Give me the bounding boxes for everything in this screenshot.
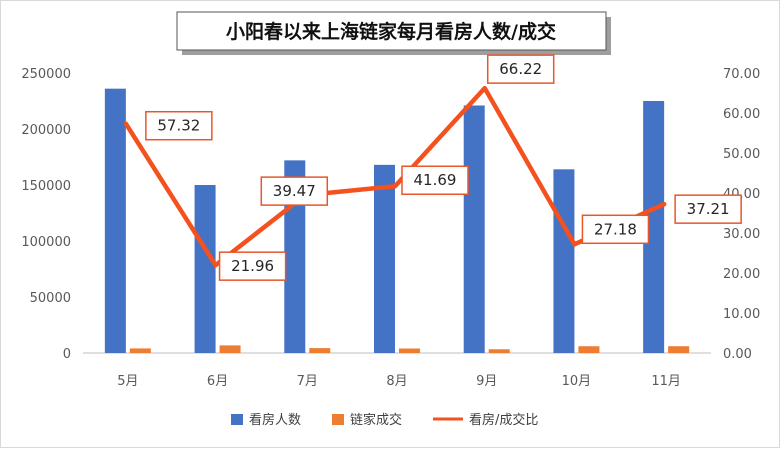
y-left-tick-label: 0	[63, 347, 71, 362]
chart-title-box	[176, 11, 607, 51]
legend-label: 链家成交	[350, 412, 402, 428]
data-label: 57.32	[157, 117, 200, 135]
bar-deals	[399, 348, 420, 353]
bar-deals	[578, 346, 600, 353]
bar-deals	[488, 349, 510, 353]
bar-deals	[309, 348, 331, 353]
data-label-box	[581, 214, 650, 245]
x-tick-label: 11月	[651, 374, 681, 389]
data-label: 41.69	[414, 171, 457, 189]
y-right-tick-label: 20.00	[723, 267, 760, 282]
y-axis-left: 0 50000 100000 150000 200000 250000	[21, 67, 71, 362]
line-data-labels: 57.32 21.96 39.47 41.69 66.22 27.18 37.21	[145, 54, 742, 281]
chart-title-group: 小阳春以来上海链家每月看房人数/成交	[176, 11, 611, 55]
y-left-tick-label: 200000	[21, 123, 71, 138]
data-label-box	[486, 54, 555, 84]
data-label: 21.96	[231, 257, 274, 275]
ratio-line	[123, 85, 667, 268]
bar-viewings	[553, 169, 575, 353]
data-label: 66.22	[499, 60, 542, 78]
legend-swatch	[231, 414, 243, 425]
bar-deals	[219, 345, 241, 353]
y-right-tick-label: 70.00	[723, 67, 760, 82]
bar-viewings	[643, 101, 665, 353]
legend-label: 看房人数	[249, 412, 301, 428]
data-label-box	[218, 251, 287, 281]
line-series	[123, 85, 667, 268]
y-right-tick-label: 10.00	[723, 307, 760, 322]
x-tick-label: 9月	[476, 374, 497, 389]
x-tick-label: 5月	[117, 374, 138, 389]
x-tick-label: 10月	[562, 374, 592, 389]
data-label: 37.21	[687, 200, 730, 218]
y-right-tick-label: 60.00	[723, 107, 760, 122]
y-right-tick-label: 30.00	[723, 227, 760, 242]
data-label-box	[674, 194, 742, 224]
data-label-box	[260, 176, 329, 206]
legend-swatch	[332, 414, 344, 425]
y-left-tick-label: 100000	[21, 235, 71, 250]
y-left-tick-label: 50000	[30, 291, 71, 306]
y-left-tick-label: 150000	[21, 179, 71, 194]
data-label-box	[145, 110, 213, 141]
x-axis: 5月 6月 7月 8月 9月 10月 11月	[117, 374, 681, 389]
bar-viewings	[194, 185, 216, 353]
x-tick-label: 8月	[386, 374, 407, 389]
bar-deals	[668, 346, 690, 353]
bar-viewings	[463, 105, 485, 353]
y-right-tick-label: 0.00	[723, 347, 752, 362]
data-label: 39.47	[273, 182, 316, 200]
data-label: 27.18	[594, 220, 637, 238]
legend: 看房人数 链家成交 看房/成交比	[231, 412, 538, 428]
bar-deals	[129, 348, 151, 353]
data-label-box	[401, 165, 469, 195]
y-right-tick-label: 50.00	[723, 147, 760, 162]
x-tick-label: 7月	[297, 374, 318, 389]
legend-label: 看房/成交比	[469, 412, 538, 428]
chart-title: 小阳春以来上海链家每月看房人数/成交	[226, 20, 556, 43]
x-tick-label: 6月	[207, 374, 228, 389]
bar-viewings	[104, 88, 126, 354]
y-left-tick-label: 250000	[21, 67, 71, 82]
bar-viewings	[374, 164, 395, 353]
